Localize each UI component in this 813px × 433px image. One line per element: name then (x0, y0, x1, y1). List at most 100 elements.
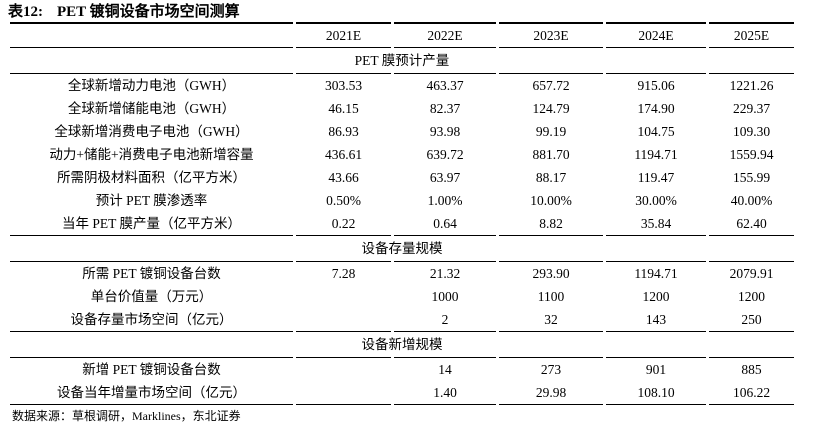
value-cell: 124.79 (532, 101, 570, 116)
table-row: 单台价值量（万元） 1000 1100 1200 1200 (10, 285, 794, 308)
value-cell: 46.15 (328, 101, 359, 116)
table-row: 全球新增动力电池（GWH） 303.53 463.37 657.72 915.0… (10, 73, 794, 97)
value-cell: 104.75 (637, 124, 675, 139)
row-label: 全球新增消费电子电池（GWH） (54, 124, 249, 139)
year-header-row: 2021E 2022E 2023E 2024E 2025E (10, 22, 794, 48)
value-cell: 250 (709, 308, 794, 332)
table-row: 预计 PET 膜渗透率 0.50% 1.00% 10.00% 30.00% 40… (10, 189, 794, 212)
value-cell: 657.72 (499, 73, 603, 97)
row-label: 全球新增动力电池（GWH） (10, 73, 293, 97)
value-cell: 303.53 (296, 73, 391, 97)
section-header-row: 设备新增规模 (10, 332, 794, 357)
source-note: 数据来源：草根调研，Marklines，东北证券 (12, 409, 241, 423)
value-cell: 174.90 (637, 101, 675, 116)
value-cell: 1559.94 (729, 147, 774, 162)
table-row: 全球新增消费电子电池（GWH） 86.93 93.98 99.19 104.75… (10, 120, 794, 143)
value-cell: 2 (394, 308, 496, 332)
value-cell: 463.37 (394, 73, 496, 97)
section-header: 设备新增规模 (361, 337, 443, 352)
value-cell: 119.47 (637, 170, 675, 185)
value-cell: 88.17 (535, 170, 567, 185)
section-header-row: 设备存量规模 (10, 236, 794, 261)
value-cell (296, 285, 391, 308)
value-cell: 885 (709, 357, 794, 381)
table-row: 设备当年增量市场空间（亿元） 1.40 29.98 108.10 106.22 (10, 381, 794, 405)
value-cell: 43.66 (328, 170, 359, 185)
value-cell: 1000 (431, 289, 459, 304)
market-estimate-table: 2021E 2022E 2023E 2024E 2025E PET 膜预计产量 … (7, 22, 797, 405)
value-cell: 639.72 (426, 147, 464, 162)
value-cell: 7.28 (296, 261, 391, 285)
value-cell: 86.93 (328, 124, 359, 139)
value-cell: 8.82 (499, 212, 603, 236)
section-header: 设备存量规模 (361, 241, 443, 256)
row-label: 所需 PET 镀铜设备台数 (10, 261, 293, 285)
row-label: 预计 PET 膜渗透率 (95, 193, 208, 208)
table-row: 动力+储能+消费电子电池新增容量 436.61 639.72 881.70 11… (10, 143, 794, 166)
table-row: 设备存量市场空间（亿元） 2 32 143 250 (10, 308, 794, 332)
value-cell: 915.06 (606, 73, 706, 97)
table-row: 所需 PET 镀铜设备台数 7.28 21.32 293.90 1194.71 … (10, 261, 794, 285)
value-cell: 1.40 (394, 381, 496, 405)
value-cell: 293.90 (499, 261, 603, 285)
value-cell: 109.30 (732, 124, 771, 139)
value-cell: 273 (499, 357, 603, 381)
value-cell (296, 381, 391, 405)
value-cell: 0.50% (326, 193, 361, 208)
value-cell: 14 (394, 357, 496, 381)
page-title: 表12: PET 镀铜设备市场空间测算 (7, 3, 805, 21)
value-cell: 1221.26 (709, 73, 794, 97)
value-cell: 1200 (738, 289, 765, 304)
table-title-text: PET 镀铜设备市场空间测算 (57, 4, 240, 20)
value-cell: 62.40 (709, 212, 794, 236)
value-cell: 0.22 (296, 212, 391, 236)
value-cell: 10.00% (530, 193, 572, 208)
value-cell: 2079.91 (709, 261, 794, 285)
value-cell: 881.70 (532, 147, 570, 162)
value-cell: 82.37 (429, 101, 461, 116)
value-cell: 155.99 (732, 170, 771, 185)
year-header: 2024E (606, 22, 706, 48)
report-table-page: 表12: PET 镀铜设备市场空间测算 2021E 2022E 2023E 202… (7, 3, 805, 423)
year-header: 2023E (499, 22, 603, 48)
table-row: 当年 PET 膜产量（亿平方米） 0.22 0.64 8.82 35.84 62… (10, 212, 794, 236)
value-cell: 229.37 (732, 101, 771, 116)
row-label: 动力+储能+消费电子电池新增容量 (49, 147, 254, 162)
empty-corner-cell (10, 22, 293, 48)
row-label: 设备存量市场空间（亿元） (10, 308, 293, 332)
value-cell: 1.00% (427, 193, 463, 208)
value-cell: 901 (606, 357, 706, 381)
value-cell: 99.19 (535, 124, 567, 139)
value-cell: 29.98 (499, 381, 603, 405)
value-cell: 35.84 (606, 212, 706, 236)
value-cell: 1100 (537, 289, 565, 304)
row-label: 单台价值量（万元） (90, 289, 213, 304)
value-cell: 1194.71 (634, 147, 678, 162)
table-row: 全球新增储能电池（GWH） 46.15 82.37 124.79 174.90 … (10, 97, 794, 120)
value-cell: 106.22 (709, 381, 794, 405)
table-number-label: 表12: (8, 4, 43, 20)
section-header: PET 膜预计产量 (354, 53, 450, 68)
section-header-row: PET 膜预计产量 (10, 48, 794, 73)
value-cell: 32 (499, 308, 603, 332)
row-label: 全球新增储能电池（GWH） (67, 101, 236, 116)
year-header: 2022E (394, 22, 496, 48)
row-label: 所需阴极材料面积（亿平方米） (57, 170, 246, 185)
value-cell: 40.00% (730, 193, 773, 208)
year-header: 2021E (296, 22, 391, 48)
table-row: 所需阴极材料面积（亿平方米） 43.66 63.97 88.17 119.47 … (10, 166, 794, 189)
year-header: 2025E (709, 22, 794, 48)
value-cell: 1194.71 (606, 261, 706, 285)
value-cell: 436.61 (324, 147, 363, 162)
value-cell: 0.64 (394, 212, 496, 236)
value-cell: 108.10 (606, 381, 706, 405)
value-cell (296, 308, 391, 332)
value-cell: 63.97 (429, 170, 461, 185)
value-cell: 93.98 (429, 124, 461, 139)
value-cell: 143 (606, 308, 706, 332)
value-cell: 30.00% (635, 193, 677, 208)
value-cell: 1200 (642, 289, 670, 304)
value-cell (296, 357, 391, 381)
row-label: 设备当年增量市场空间（亿元） (10, 381, 293, 405)
row-label: 新增 PET 镀铜设备台数 (10, 357, 293, 381)
